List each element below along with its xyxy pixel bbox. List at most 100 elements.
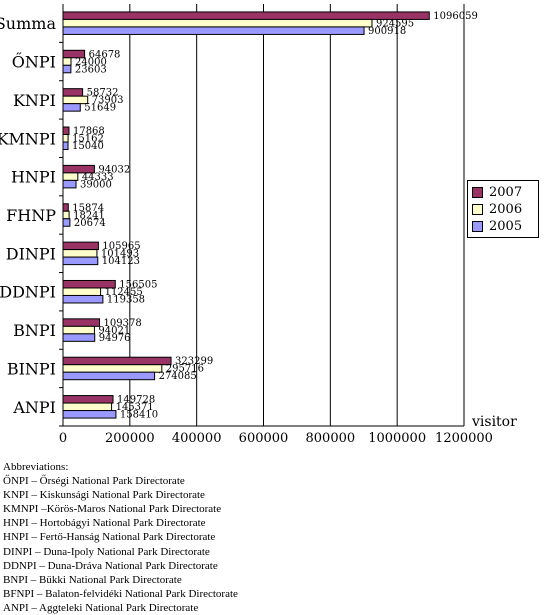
y-category-label: FHNP (6, 206, 56, 225)
data-label: 323299 (175, 356, 213, 367)
legend-swatch-2005 (472, 221, 483, 232)
x-tick-label: 200000 (105, 431, 155, 446)
bar-series-2007 (62, 126, 70, 136)
y-category-label: ANPI (12, 398, 56, 417)
x-tick-label: 1000000 (368, 431, 426, 446)
data-label: 15040 (72, 141, 104, 152)
bar-series-2005 (62, 103, 81, 112)
data-label: 44333 (82, 172, 114, 183)
data-label: 20674 (74, 218, 106, 229)
abbreviations-heading: Abbreviations: (3, 461, 69, 473)
bar-series-2005 (62, 333, 96, 342)
bar-series-2006 (62, 249, 98, 258)
data-label: 58732 (87, 88, 119, 99)
y-category-label: ŐNPI (12, 52, 56, 72)
bar-series-2006 (62, 287, 102, 296)
bar-series-2006 (62, 402, 113, 412)
bar-series-2006 (62, 57, 72, 66)
y-category-label: DDNPI (0, 283, 56, 302)
bar-series-2005 (62, 218, 71, 227)
bar-series-2007 (62, 241, 99, 251)
bar-series-2005 (62, 371, 156, 381)
data-label: 104123 (102, 256, 140, 267)
data-label: 23603 (75, 64, 107, 75)
bar-series-2006 (62, 18, 373, 28)
data-label: 149728 (117, 395, 155, 406)
abbreviation-bnpi: BNPI – Bükki National Park Directorate (3, 573, 182, 586)
y-category-label: KMNPI (0, 129, 56, 148)
legend-item-2006: 2006 (472, 201, 534, 218)
bar-series-2005 (62, 141, 69, 151)
y-category-label: BNPI (13, 321, 56, 340)
bar-series-2006 (62, 325, 95, 335)
data-label: 15162 (72, 134, 104, 145)
y-category-label: BINPI (7, 359, 56, 378)
abbreviation-kmnpi: KMNPI –Körös-Maros National Park Directo… (3, 503, 222, 516)
bar-series-2005 (62, 64, 72, 74)
data-label: 73903 (92, 95, 124, 106)
data-label: 18241 (73, 210, 105, 221)
data-label: 156505 (119, 279, 157, 290)
bar-series-2007 (62, 88, 84, 97)
bar-series-2007 (62, 356, 172, 366)
data-label: 17868 (73, 126, 105, 137)
y-category-label: HNPI (11, 168, 56, 187)
data-label: 15874 (72, 203, 104, 214)
data-label: 109378 (104, 318, 142, 329)
data-label: 295716 (166, 364, 204, 375)
labels: 0 200000 400000 600000 800000 1000000 1200000 S… (0, 11, 493, 446)
data-label: 900918 (368, 26, 406, 37)
abbreviation-knpi: KNPI – Kiskunsági National Park Director… (3, 489, 205, 502)
bars (62, 11, 430, 419)
bar-series-2005 (62, 256, 99, 266)
bar-series-2006 (62, 364, 163, 373)
legend-swatch-2007 (472, 187, 483, 198)
abbreviation-ddnpi: DDNPI – Duna-Dráva National Park Directo… (3, 559, 218, 572)
y-category-label: DINPI (6, 244, 56, 263)
x-tick-label: 1200000 (435, 431, 493, 446)
bar-series-2007 (62, 164, 95, 174)
gridlines (59, 4, 465, 427)
y-category-label: KNPI (13, 91, 56, 110)
bar-chart: 0 200000 400000 600000 800000 1000000 1200000 S… (0, 4, 517, 446)
bar-series-2006 (62, 134, 69, 143)
legend-label-2007: 2007 (489, 185, 523, 200)
legend-swatch-2006 (472, 204, 483, 215)
legend-item-2005: 2005 (472, 218, 534, 235)
bar-series-2007 (62, 49, 86, 59)
data-label: 105965 (102, 241, 140, 252)
bar-series-2007 (62, 318, 101, 327)
data-label: 1096059 (433, 11, 478, 22)
x-axis-title: visitor (471, 414, 517, 430)
data-label: 101493 (101, 249, 139, 260)
data-label: 145371 (116, 402, 154, 413)
abbreviation-hnpi: HNPI – Hortobágyi National Park Director… (3, 517, 206, 530)
data-label: 51649 (84, 103, 116, 114)
bar-series-2005 (62, 294, 104, 304)
data-label: 24000 (75, 57, 107, 68)
data-label: 274085 (159, 371, 197, 382)
data-label: 94032 (98, 164, 130, 175)
bar-series-2007 (62, 203, 69, 212)
data-label: 112455 (105, 287, 143, 298)
bar-series-2007 (62, 11, 430, 20)
bar-series-2005 (62, 26, 365, 35)
bar-series-2006 (62, 172, 79, 181)
data-label: 64678 (89, 49, 121, 60)
data-label: 94976 (99, 333, 131, 344)
legend-label-2005: 2005 (489, 219, 523, 234)
data-label: 924595 (376, 18, 414, 29)
abbreviation-dinpi: DINPI – Duna-Ipoly National Park Directo… (3, 545, 210, 558)
legend: 2007 2006 2005 (467, 180, 539, 238)
bar-series-2007 (62, 395, 114, 404)
legend-item-2007: 2007 (472, 184, 534, 201)
data-label: 158410 (120, 410, 158, 421)
legend-label-2006: 2006 (489, 202, 523, 217)
x-tick-label: 600000 (239, 431, 289, 446)
x-tick-label: 0 (59, 431, 67, 446)
data-label: 39000 (80, 179, 112, 190)
bar-series-2006 (62, 210, 70, 220)
y-category-label: Summa (0, 14, 56, 33)
bar-series-2005 (62, 410, 117, 419)
x-tick-label: 800000 (306, 431, 356, 446)
